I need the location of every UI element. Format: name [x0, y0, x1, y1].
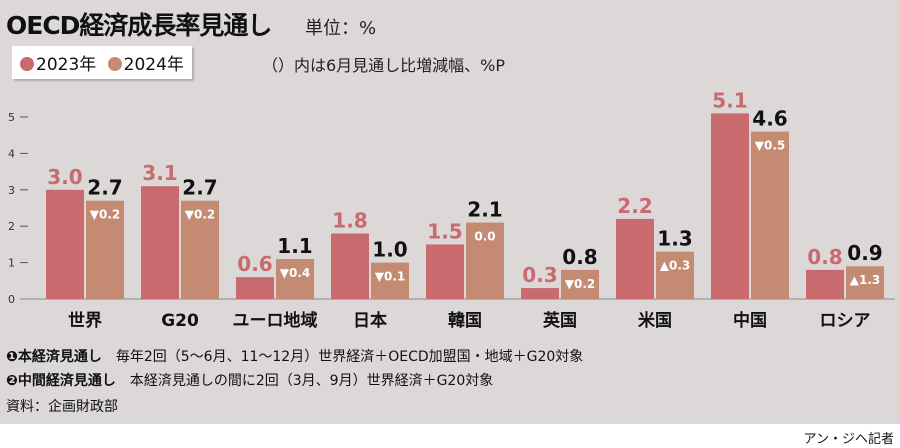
- value-label: 2.7: [87, 176, 122, 200]
- value-label: 0.3: [522, 263, 557, 287]
- footnote-1: ❶本経済見通し 毎年2回（5～6月、11～12月）世界経済＋OECD加盟国・地域…: [6, 349, 584, 365]
- legend-dot-2024: [107, 57, 122, 71]
- category-label: 韓国: [448, 310, 482, 331]
- value-label: 1.5: [427, 219, 462, 243]
- bar-2024: [86, 200, 124, 299]
- bar-2024: [276, 258, 314, 299]
- category-label: 米国: [638, 310, 672, 331]
- change-label: ▼0.5: [755, 139, 786, 153]
- y-tick-label: 5: [8, 111, 15, 124]
- value-label: 4.6: [752, 107, 787, 131]
- bar-2023: [236, 277, 274, 299]
- value-label: 1.3: [657, 227, 692, 251]
- change-label: ▼0.2: [185, 208, 216, 222]
- change-label: ▼0.2: [565, 277, 596, 291]
- footnote-2: ❷中間経済見通し 本経済見通しの間に2回（3月、9月）世界経済＋G20対象: [6, 373, 494, 389]
- bar-2024: [751, 131, 789, 299]
- category-label: 世界: [68, 311, 102, 331]
- bar-2023: [141, 186, 179, 299]
- bar-2024: [846, 266, 884, 299]
- value-label: 0.9: [847, 241, 882, 265]
- bar-2024: [181, 200, 219, 299]
- category-label: G20: [161, 311, 199, 331]
- bar-2023: [426, 244, 464, 299]
- legend: 2023年 2024年: [12, 46, 192, 79]
- y-tick-label: 2: [8, 220, 15, 233]
- value-label: 1.0: [372, 238, 407, 262]
- credit: アン・ジヘ記者: [803, 432, 894, 447]
- value-label: 2.7: [182, 176, 217, 200]
- y-tick-label: 1: [8, 257, 15, 270]
- bar-2023: [46, 189, 84, 299]
- bar-2024: [371, 262, 409, 299]
- bar-2023: [521, 288, 559, 299]
- bar-2024: [561, 269, 599, 299]
- chart-title: OECD経済成長率見通し: [6, 11, 272, 40]
- category-label: ユーロ地域: [233, 310, 318, 331]
- y-tick-label: 4: [8, 147, 15, 160]
- bar-2023: [711, 113, 749, 299]
- bar-2023: [616, 218, 654, 299]
- change-label: ▼0.1: [375, 270, 406, 284]
- value-label: 0.8: [562, 245, 597, 269]
- y-tick-label: 3: [8, 184, 15, 197]
- unit-label: 単位：%: [305, 18, 377, 39]
- legend-2023: 2023年: [36, 55, 97, 75]
- change-label: ▼0.4: [280, 266, 311, 280]
- value-label: 1.1: [277, 234, 312, 258]
- bar-2023: [806, 269, 844, 299]
- bar-2024: [466, 222, 504, 299]
- value-label: 3.0: [47, 165, 82, 189]
- legend-dot-2023: [20, 57, 34, 71]
- value-label: 1.8: [332, 208, 367, 232]
- chart-note: （）内は6月見通し比増減幅、%P: [262, 56, 506, 75]
- value-label: 5.1: [712, 88, 747, 112]
- category-label: 日本: [353, 310, 387, 331]
- source: 資料：企画財政部: [6, 399, 118, 415]
- credit-strip: [0, 424, 900, 448]
- change-label: ▼0.2: [90, 208, 121, 222]
- value-label: 0.6: [237, 252, 272, 276]
- change-label: ▲0.3: [660, 259, 691, 273]
- bar-2024: [656, 251, 694, 299]
- value-label: 0.8: [807, 245, 842, 269]
- bar-2023: [331, 233, 369, 299]
- y-tick-label: 0: [8, 293, 15, 306]
- change-label: 0.0: [474, 230, 495, 244]
- value-label: 2.1: [467, 198, 502, 222]
- value-label: 2.2: [617, 194, 652, 218]
- legend-2024: 2024年: [123, 55, 184, 75]
- category-label: 英国: [543, 310, 577, 331]
- change-label: ▲1.3: [850, 273, 881, 287]
- category-label: 中国: [733, 310, 767, 331]
- category-label: ロシア: [820, 311, 871, 331]
- value-label: 3.1: [142, 161, 177, 185]
